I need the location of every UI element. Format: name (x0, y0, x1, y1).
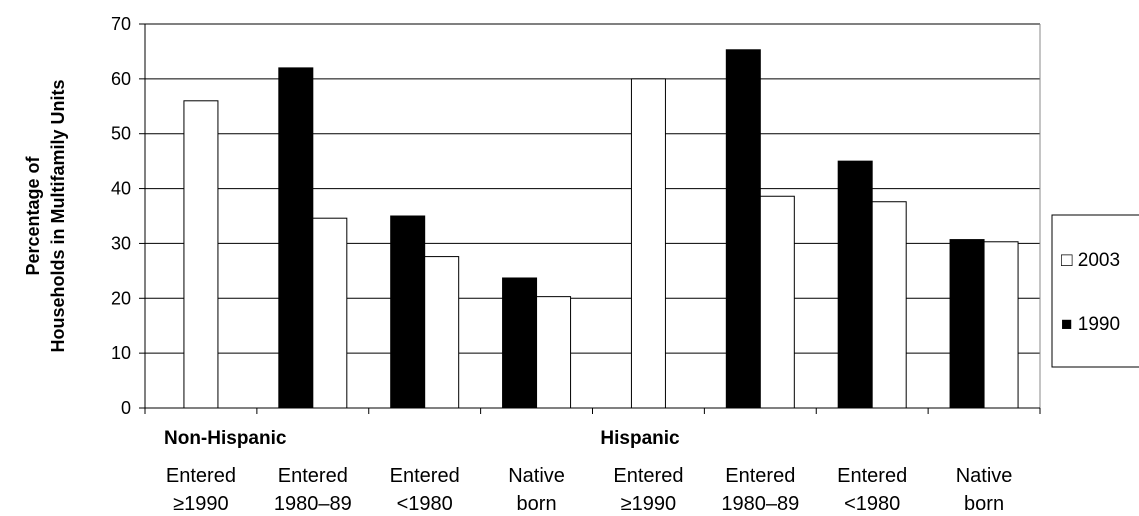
x-tick-label: <1980 (397, 493, 453, 515)
x-tick-label: Native (956, 465, 1013, 487)
bar-2003 (536, 296, 572, 409)
legend: □ 2003 ■ 1990 (1051, 214, 1139, 368)
x-tick-label: 1980–89 (274, 493, 352, 515)
y-tick-label: 10 (111, 343, 131, 363)
bar-2003 (871, 201, 907, 409)
bar-1990 (278, 67, 314, 409)
x-tick-label: born (517, 493, 557, 515)
axis-labels: 0 10 20 30 40 50 60 70 Non-Hispanic Hispanic Enter… (23, 14, 1012, 515)
x-tick-label: Entered (613, 465, 683, 487)
y-tick-label: 30 (111, 233, 131, 253)
group-label: Non-Hispanic (164, 428, 287, 449)
y-tick-label: 70 (111, 14, 131, 34)
bar-2003 (424, 256, 460, 409)
bar-2003 (759, 195, 795, 409)
y-axis-title: Households in Multifamily Units (48, 79, 68, 352)
x-tick-label: born (964, 493, 1004, 515)
y-tick-label: 50 (111, 124, 131, 144)
bar-2003 (183, 100, 219, 409)
axes (139, 23, 1041, 414)
bar-2003 (983, 241, 1019, 409)
x-tick-label: ≥1990 (173, 493, 228, 515)
x-tick-label: Native (508, 465, 565, 487)
bar-1990 (502, 277, 538, 409)
y-tick-label: 40 (111, 179, 131, 199)
x-tick-label: Entered (166, 465, 236, 487)
x-tick-label: ≥1990 (621, 493, 676, 515)
x-tick-label: <1980 (844, 493, 900, 515)
y-tick-label: 20 (111, 288, 131, 308)
bar-2003 (312, 217, 348, 409)
x-tick-label: Entered (837, 465, 907, 487)
x-tick-label: 1980–89 (721, 493, 799, 515)
y-tick-label: 60 (111, 69, 131, 89)
bar-2003 (630, 78, 666, 409)
y-tick-label: 0 (121, 398, 131, 418)
bars (183, 49, 1019, 409)
bar-1990 (390, 215, 426, 409)
y-axis-title: Percentage of (23, 155, 43, 275)
legend-box (1051, 214, 1139, 368)
x-tick-label: Entered (725, 465, 795, 487)
bar-1990 (725, 49, 761, 409)
bar-1990 (837, 160, 873, 409)
group-label: Hispanic (600, 428, 680, 449)
bar-1990 (949, 239, 985, 409)
x-tick-label: Entered (278, 465, 348, 487)
legend-item-2003: □ 2003 (1061, 250, 1120, 271)
x-tick-label: Entered (390, 465, 460, 487)
legend-item-1990: ■ 1990 (1061, 314, 1120, 335)
